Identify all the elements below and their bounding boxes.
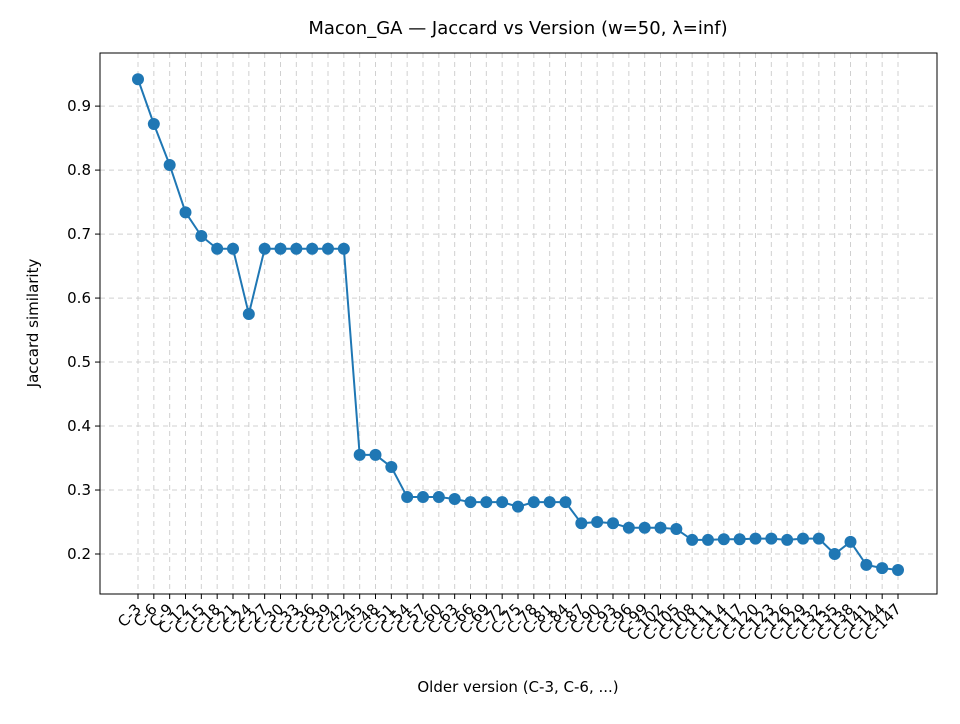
data-point [559, 496, 572, 509]
y-tick-label: 0.2 [67, 545, 91, 563]
data-point [401, 491, 414, 504]
y-tick-label: 0.4 [67, 417, 91, 435]
data-point [274, 242, 287, 255]
data-point [480, 496, 493, 509]
data-point [828, 548, 841, 561]
data-point [797, 532, 809, 545]
data-point [686, 533, 699, 546]
data-point [622, 521, 635, 534]
data-point [163, 158, 176, 171]
data-point [211, 242, 224, 255]
data-point [432, 491, 445, 504]
y-tick-label: 0.9 [67, 97, 91, 115]
data-point [591, 516, 604, 529]
data-point [290, 242, 303, 255]
y-tick-label: 0.3 [67, 481, 91, 499]
data-point [892, 564, 904, 577]
plot-frame [99, 52, 938, 595]
data-point [670, 523, 683, 536]
data-point [717, 533, 730, 546]
data-point [195, 229, 208, 242]
data-point [337, 242, 350, 255]
data-point [543, 496, 556, 509]
data-point [765, 532, 778, 545]
data-point [781, 533, 794, 546]
data-point [733, 533, 746, 546]
chart-title: Macon_GA — Jaccard vs Version (w=50, λ=i… [308, 18, 727, 39]
data-point [464, 496, 477, 509]
data-point [242, 308, 255, 321]
y-tick-label: 0.6 [67, 289, 91, 307]
data-point [147, 118, 160, 131]
data-point [607, 517, 619, 530]
data-point [512, 500, 524, 513]
y-tick-label: 0.8 [67, 161, 91, 179]
data-point [702, 533, 714, 546]
data-point [654, 521, 667, 534]
y-tick-label: 0.7 [67, 225, 91, 243]
data-point [227, 242, 239, 255]
data-point [353, 448, 366, 461]
data-point [844, 535, 857, 548]
data-point [812, 532, 825, 545]
data-point [132, 73, 144, 86]
data-point [306, 242, 319, 255]
data-point [860, 558, 873, 571]
data-point [527, 496, 540, 509]
data-point [496, 496, 509, 509]
data-point [876, 562, 889, 575]
data-point [258, 242, 271, 255]
data-point [417, 491, 429, 504]
data-point [638, 521, 651, 534]
y-tick-label: 0.5 [67, 353, 91, 371]
data-point [369, 448, 382, 461]
data-point [749, 532, 762, 545]
y-axis-label: Jaccard similarity [24, 259, 42, 389]
data-point [385, 460, 398, 473]
data-point [575, 517, 588, 530]
x-axis-label: Older version (C-3, C-6, ...) [417, 678, 618, 696]
data-point [448, 492, 461, 505]
data-point [179, 206, 192, 219]
data-point [322, 242, 334, 255]
